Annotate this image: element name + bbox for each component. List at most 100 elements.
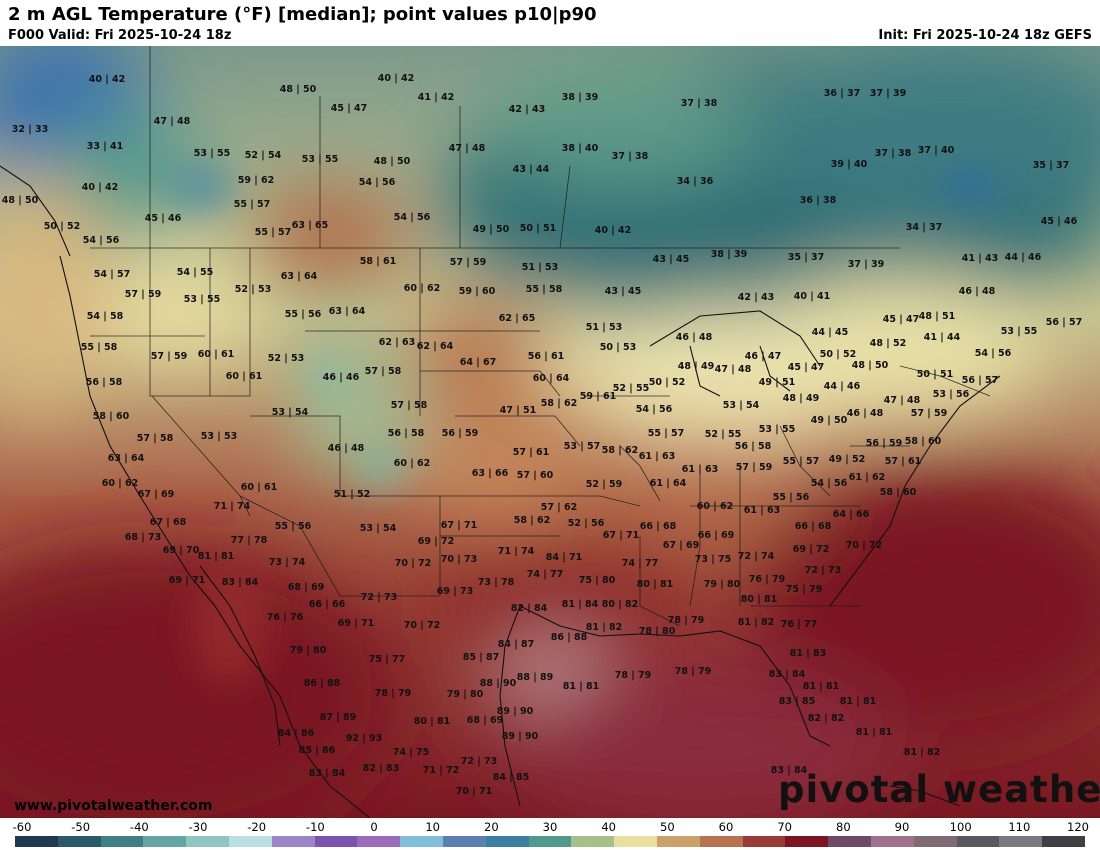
colorbar-tick-label: 10 [425,820,440,834]
point-value-label: 78 | 79 [675,666,712,677]
point-value-label: 61 | 63 [682,464,719,475]
point-value-label: 50 | 52 [649,377,686,388]
point-value-label: 35 | 37 [788,252,825,263]
point-value-label: 43 | 45 [653,254,690,265]
point-value-label: 48 | 50 [852,360,889,371]
point-value-label: 60 | 61 [241,482,278,493]
colorbar-tick-label: 30 [542,820,558,834]
point-value-label: 33 | 41 [87,141,124,152]
point-value-label: 47 | 48 [715,364,752,375]
colorbar-segment [186,836,230,847]
colorbar-tick-label: 20 [484,820,499,834]
colorbar-segment [229,836,273,847]
coastlines [0,165,1001,818]
point-value-label: 55 | 57 [783,456,820,467]
point-value-label: 66 | 66 [309,599,346,610]
point-value-label: 71 | 72 [423,765,460,776]
point-value-label: 37 | 39 [870,88,907,99]
colorbar-segment [143,836,187,847]
point-value-label: 58 | 62 [541,398,578,409]
point-value-label: 88 | 89 [517,672,554,683]
point-value-label: 70 | 72 [404,620,441,631]
point-value-label: 61 | 62 [849,472,886,483]
point-value-label: 86 | 88 [551,632,588,643]
point-value-label: 51 | 53 [522,262,559,273]
point-value-label: 51 | 52 [334,489,371,500]
point-value-label: 72 | 73 [361,592,398,603]
point-value-label: 63 | 66 [472,468,509,479]
point-value-label: 84 | 85 [493,772,530,783]
point-value-label: 47 | 48 [884,395,921,406]
colorbar-tick-label: -50 [71,820,91,834]
point-value-label: 53 | 54 [360,523,397,534]
point-value-label: 69 | 72 [793,544,830,555]
point-value-label: 53 | 55 [1001,326,1038,337]
point-value-label: 80 | 81 [637,579,674,590]
temperature-map[interactable]: 40 | 42 48 | 50 40 | 42 41 | 42 45 | 47 42 | … [0,46,1100,818]
point-value-label: 69 | 72 [418,536,455,547]
temperature-detail [165,161,1000,686]
point-value-label: 54 | 55 [177,267,214,278]
point-value-label: 82 | 82 [808,713,845,724]
point-value-label: 56 | 58 [388,428,425,439]
point-value-label: 81 | 83 [790,648,827,659]
point-value-label: 73 | 74 [269,557,306,568]
point-value-label: 54 | 56 [975,348,1012,359]
point-value-label: 44 | 45 [812,327,849,338]
point-value-label: 53 | 53 [201,431,238,442]
point-value-label: 60 | 62 [404,283,441,294]
site-url[interactable]: www.pivotalweather.com [14,798,213,814]
point-value-label: 53 | 54 [723,400,760,411]
point-value-label: 41 | 42 [418,92,455,103]
point-value-label: 52 | 53 [235,284,272,295]
point-value-label: 72 | 73 [805,565,842,576]
point-value-label: 37 | 40 [918,145,955,156]
point-value-label: 32 | 33 [12,124,49,135]
point-value-label: 80 | 81 [741,594,778,605]
point-value-label: 55 | 57 [234,199,271,210]
point-value-label: 57 | 59 [125,289,162,300]
point-value-label: 78 | 80 [639,626,676,637]
point-value-label: 56 | 57 [1046,317,1083,328]
colorbar-tick-label: 80 [836,820,851,834]
point-value-label: 52 | 55 [705,429,742,440]
point-value-label: 67 | 71 [603,530,640,541]
point-value-label: 71 | 74 [498,546,535,557]
point-value-label: 75 | 77 [369,654,406,665]
point-value-label: 81 | 84 [562,599,599,610]
point-value-label: 67 | 69 [663,540,700,551]
point-value-label: 44 | 46 [1005,252,1042,263]
colorbar-segment [657,836,701,847]
point-value-label: 58 | 61 [360,256,397,267]
point-value-label: 68 | 69 [288,582,325,593]
colorbar-tick-label: 100 [949,820,972,834]
point-value-label: 70 | 72 [846,540,883,551]
point-value-label: 61 | 63 [744,505,781,516]
point-value-label: 81 | 81 [840,696,877,707]
colorbar-tick-label: 50 [660,820,675,834]
point-value-label: 63 | 65 [292,220,329,231]
point-value-label: 45 | 47 [788,362,825,373]
point-value-label: 76 | 77 [781,619,818,630]
point-value-label: 45 | 46 [1041,216,1078,227]
point-value-label: 46 | 48 [847,408,884,419]
point-value-label: 57 | 61 [513,447,550,458]
point-value-label: 81 | 81 [803,681,840,692]
point-value-label: 53 | 55 [194,148,231,159]
point-value-label: 48 | 51 [919,311,956,322]
point-value-label: 79 | 80 [704,579,741,590]
point-value-label: 70 | 72 [395,558,432,569]
point-value-label: 55 | 56 [773,492,810,503]
colorbar-tick-label: 60 [718,820,734,834]
point-value-label: 89 | 90 [502,731,539,742]
point-value-label: 52 | 56 [568,518,605,529]
point-value-label: 57 | 59 [151,351,188,362]
brand-logo: pivotal weather [778,768,1100,811]
point-value-label: 74 | 77 [622,558,659,569]
point-value-label: 80 | 82 [602,599,639,610]
point-value-label: 60 | 61 [198,349,235,360]
point-value-label: 64 | 66 [833,509,870,520]
valid-time: F000 Valid: Fri 2025-10-24 18z [8,28,232,43]
point-value-label: 88 | 90 [480,678,517,689]
point-value-label: 81 | 81 [198,551,235,562]
